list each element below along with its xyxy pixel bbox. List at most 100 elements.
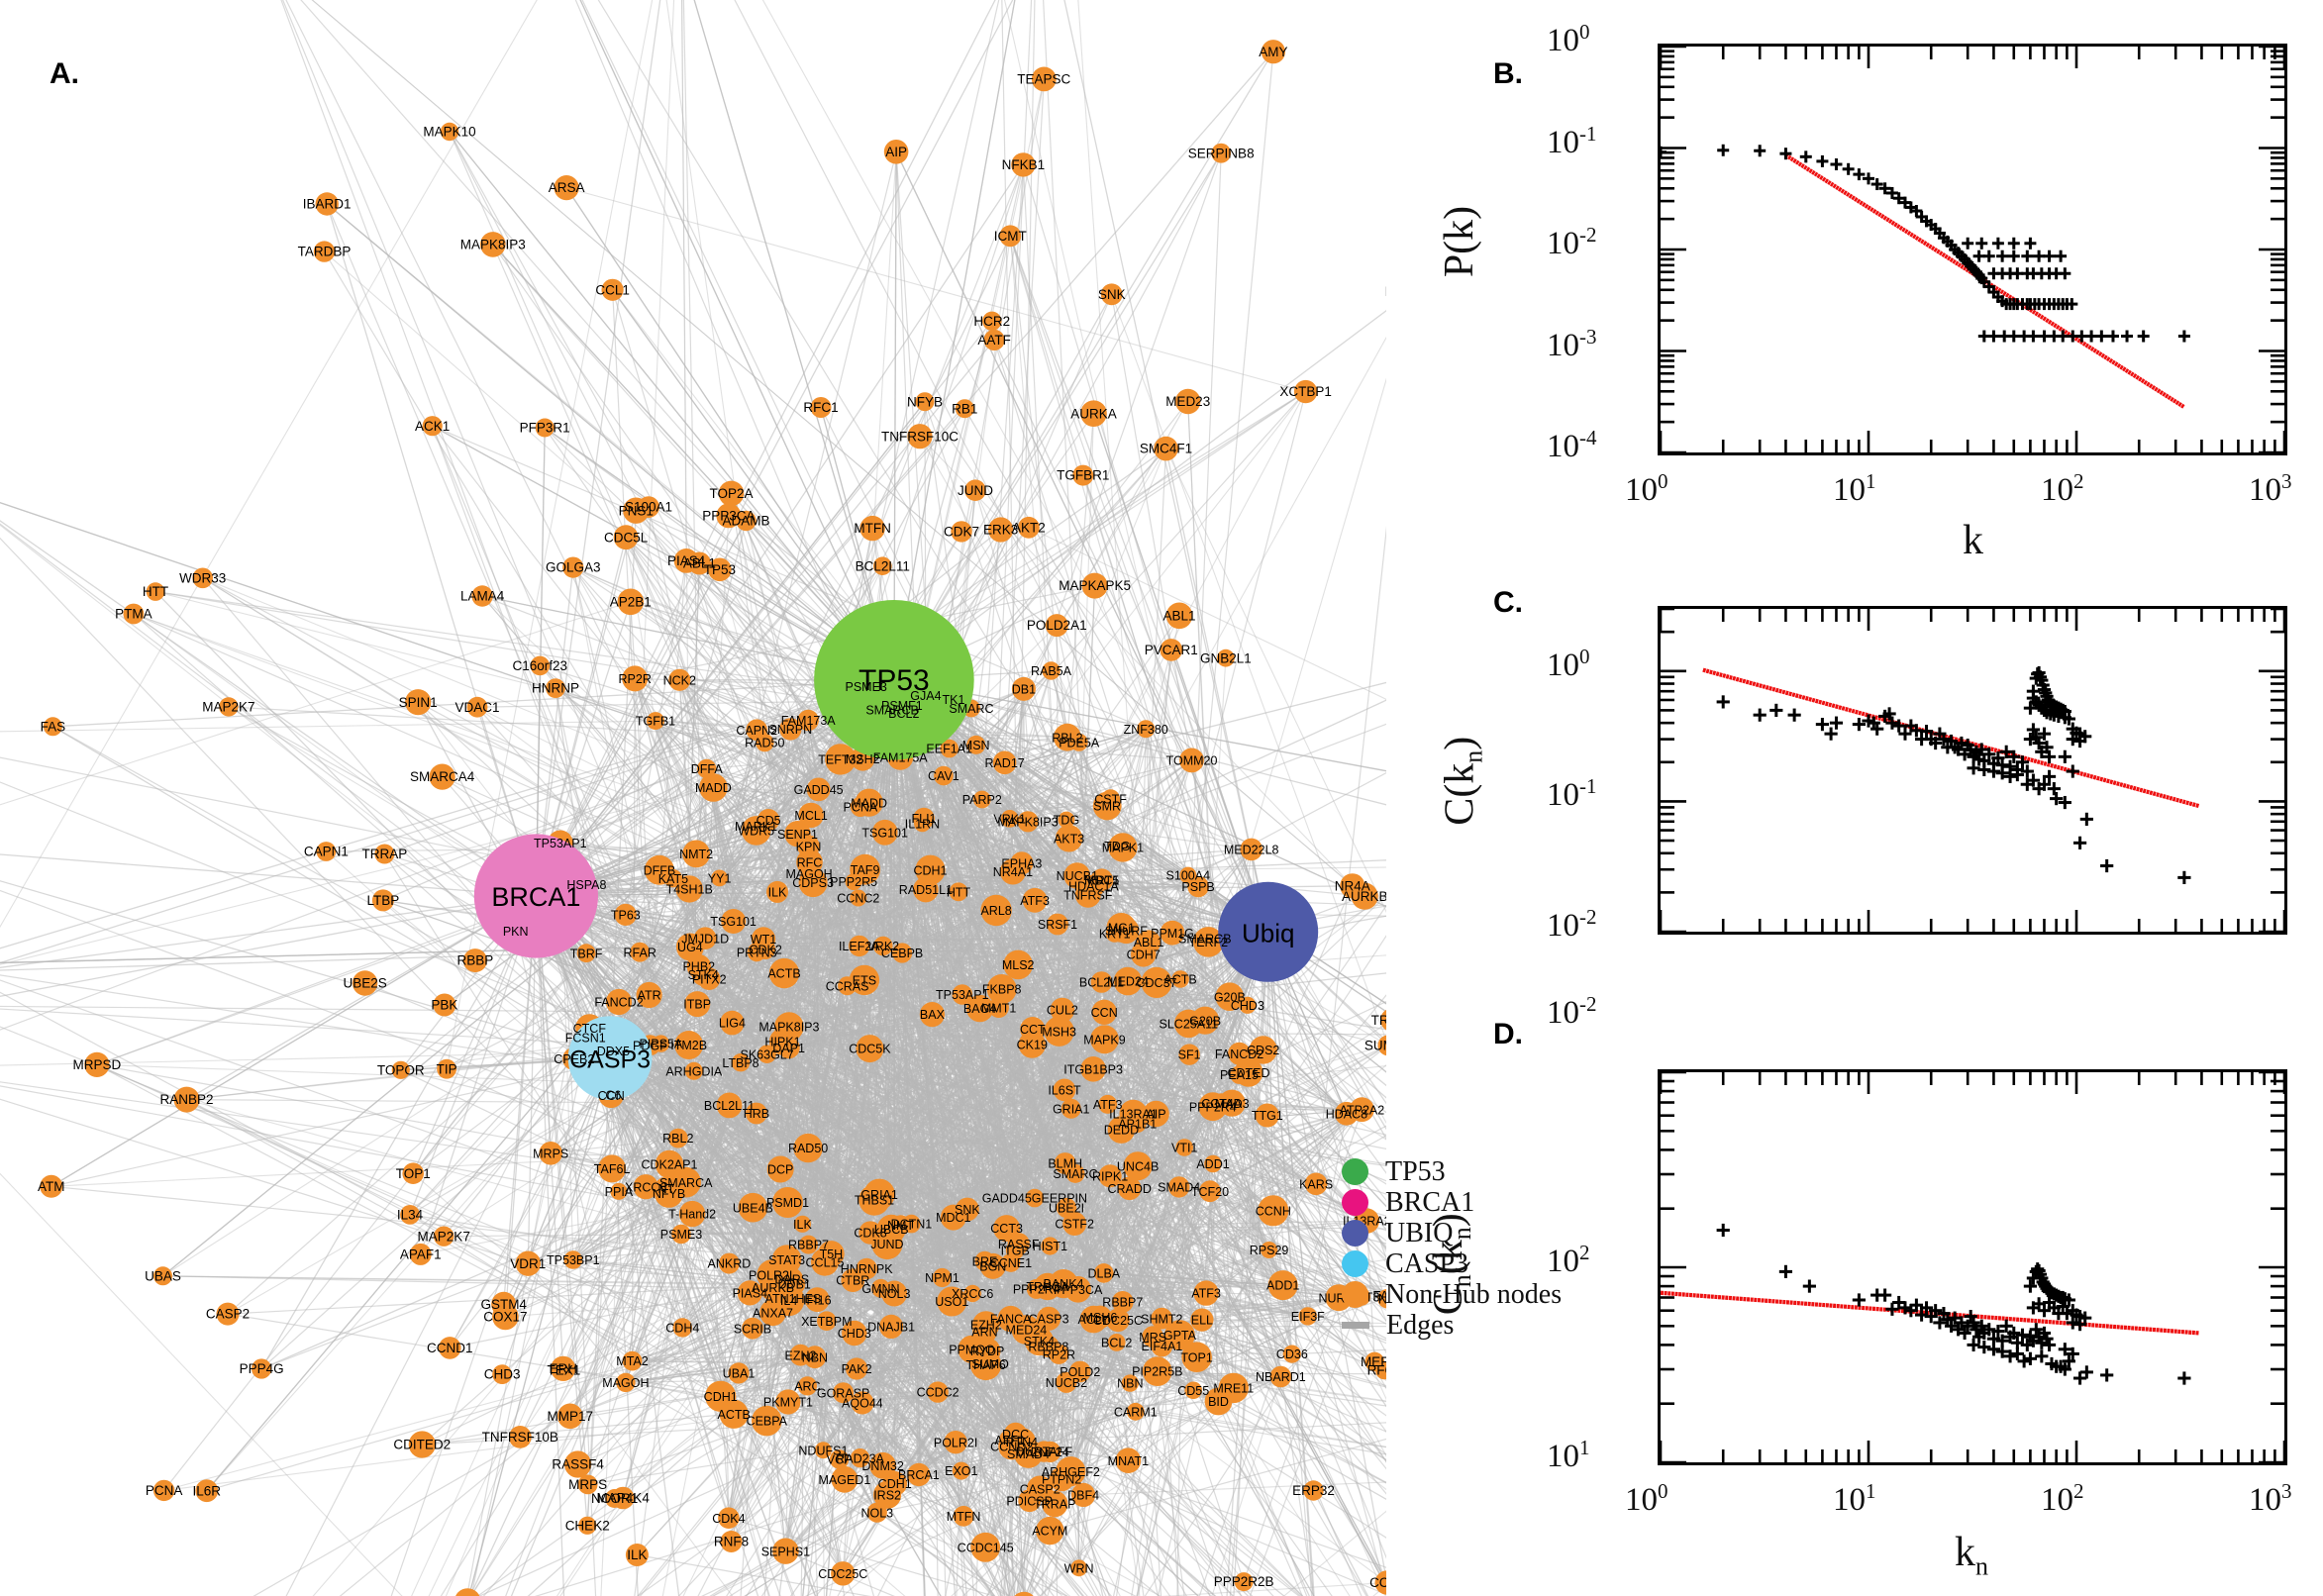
network-node[interactable] (1036, 1516, 1064, 1546)
network-node[interactable] (718, 1507, 740, 1529)
network-node[interactable] (434, 1226, 454, 1247)
network-node[interactable] (1228, 1042, 1252, 1065)
network-node[interactable] (1055, 825, 1083, 852)
network-node[interactable] (775, 1389, 801, 1415)
network-node[interactable] (721, 909, 747, 934)
network-node[interactable] (966, 735, 986, 754)
network-node[interactable] (667, 1128, 688, 1148)
network-node[interactable] (796, 848, 823, 876)
network-node[interactable] (1049, 1344, 1069, 1364)
network-node[interactable] (1204, 1154, 1222, 1173)
network-node[interactable] (738, 1192, 768, 1223)
network-node[interactable] (633, 1174, 658, 1200)
network-node[interactable] (983, 329, 1005, 350)
network-node[interactable] (772, 1538, 799, 1564)
network-hub-node-casp3[interactable] (567, 1016, 653, 1100)
network-node[interactable] (708, 557, 732, 582)
network-node[interactable] (752, 1405, 782, 1437)
network-node[interactable] (1269, 1365, 1292, 1388)
network-node[interactable] (851, 1391, 874, 1415)
network-node[interactable] (1098, 1094, 1118, 1114)
network-node[interactable] (1106, 1308, 1130, 1333)
network-node[interactable] (636, 981, 662, 1009)
network-node[interactable] (437, 1058, 456, 1079)
network-node[interactable] (408, 1431, 436, 1458)
network-node[interactable] (1100, 283, 1123, 306)
network-node[interactable] (1217, 648, 1235, 667)
network-node[interactable] (1230, 1065, 1249, 1084)
network-node[interactable] (1282, 1345, 1301, 1363)
network-node[interactable] (625, 1544, 649, 1566)
network-node[interactable] (774, 1012, 804, 1042)
network-node[interactable] (43, 717, 62, 737)
network-node[interactable] (672, 1318, 692, 1338)
network-node[interactable] (1187, 875, 1209, 898)
network-node[interactable] (716, 1092, 743, 1119)
network-node[interactable] (798, 868, 828, 898)
network-node[interactable] (1377, 1288, 1386, 1309)
network-node[interactable] (1190, 1308, 1214, 1332)
network-node[interactable] (491, 1291, 517, 1317)
network-node[interactable] (508, 1426, 532, 1448)
network-node[interactable] (825, 744, 857, 775)
network-node[interactable] (817, 1311, 837, 1331)
network-node[interactable] (439, 1337, 461, 1359)
network-node[interactable] (1011, 1315, 1042, 1345)
network-node[interactable] (652, 1035, 670, 1052)
network-node[interactable] (850, 853, 880, 885)
network-node[interactable] (1053, 1078, 1076, 1102)
network-node[interactable] (173, 1086, 200, 1113)
network-node[interactable] (402, 1162, 425, 1184)
network-node[interactable] (1298, 1307, 1318, 1326)
network-node[interactable] (623, 497, 650, 524)
network-node[interactable] (576, 944, 596, 963)
network-node[interactable] (433, 993, 456, 1017)
network-node[interactable] (614, 903, 637, 927)
legend-item-edges[interactable]: Edges (1342, 1310, 1562, 1341)
network-node[interactable] (1062, 1212, 1087, 1236)
network-node[interactable] (718, 480, 745, 507)
network-node[interactable] (578, 1516, 597, 1535)
network-node[interactable] (736, 510, 757, 532)
network-node[interactable] (972, 1311, 1000, 1339)
network-node[interactable] (1047, 913, 1068, 936)
network-node[interactable] (605, 988, 633, 1016)
network-node[interactable] (1261, 40, 1285, 64)
network-node[interactable] (462, 948, 487, 973)
network-node[interactable] (1380, 1008, 1386, 1032)
network-node[interactable] (784, 821, 811, 848)
network-node[interactable] (831, 1561, 856, 1586)
network-node[interactable] (1005, 1241, 1025, 1260)
network-node[interactable] (1056, 1371, 1077, 1393)
network-node[interactable] (1045, 614, 1068, 638)
network-node[interactable] (400, 1205, 420, 1225)
network-node[interactable] (927, 1381, 949, 1403)
network-node[interactable] (1054, 1152, 1076, 1175)
network-node[interactable] (670, 1166, 701, 1198)
network-node[interactable] (1057, 1197, 1077, 1219)
network-node[interactable] (391, 1060, 410, 1079)
network-node[interactable] (949, 882, 968, 902)
network-node[interactable] (675, 933, 704, 961)
network-node[interactable] (554, 175, 579, 201)
network-node[interactable] (1218, 1372, 1250, 1404)
network-node[interactable] (1195, 929, 1215, 948)
network-node[interactable] (682, 840, 710, 868)
network-node[interactable] (829, 1449, 850, 1469)
network-node[interactable] (1098, 1164, 1122, 1188)
network-node[interactable] (1060, 1098, 1081, 1119)
network-node[interactable] (772, 1187, 803, 1218)
network-hub-node-tp53[interactable] (814, 600, 974, 760)
network-node[interactable] (1377, 1035, 1387, 1056)
network-node[interactable] (1211, 143, 1232, 163)
network-node[interactable] (1191, 1006, 1220, 1035)
network-node[interactable] (915, 392, 935, 412)
network-node[interactable] (1074, 881, 1101, 908)
network-node[interactable] (944, 1431, 967, 1454)
network-node[interactable] (1025, 1188, 1045, 1208)
network-node[interactable] (842, 1320, 867, 1347)
network-node[interactable] (40, 1174, 63, 1198)
network-node[interactable] (1026, 1278, 1047, 1299)
network-node[interactable] (1003, 949, 1033, 980)
legend-item-nonhub[interactable]: Non-Hub nodes (1342, 1279, 1562, 1310)
